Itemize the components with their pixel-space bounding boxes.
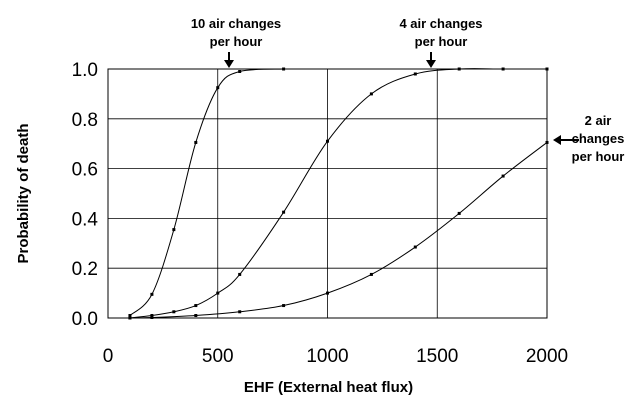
data-point: [128, 314, 132, 318]
plot-area-frame: [107, 68, 548, 319]
x-tick-label: 1000: [306, 346, 348, 367]
data-point: [369, 92, 373, 96]
gridlines: [107, 68, 548, 319]
y-tick-label: 0.2: [72, 259, 98, 280]
data-point: [150, 292, 154, 296]
data-point: [282, 67, 286, 71]
annotation-label: 4 air changes: [399, 16, 482, 31]
data-point: [282, 304, 286, 308]
x-tick-label: 2000: [526, 346, 568, 367]
y-tick-label: 1.0: [72, 60, 98, 81]
data-point: [326, 139, 329, 143]
y-tick-label: 0.0: [72, 309, 98, 330]
data-point: [172, 310, 176, 314]
annotation-arrow-head: [224, 60, 234, 68]
data-point: [369, 272, 373, 276]
y-tick-label: 0.4: [72, 209, 99, 230]
series-layer: [128, 67, 549, 320]
data-point: [282, 210, 286, 214]
data-point: [238, 310, 242, 314]
annotation-label: per hour: [415, 34, 468, 49]
annotation-label: per hour: [572, 149, 625, 164]
data-point: [545, 140, 549, 144]
data-point: [194, 140, 198, 144]
x-tick-label: 0: [103, 346, 114, 367]
data-point: [457, 211, 461, 215]
data-point: [413, 245, 417, 249]
data-point: [326, 291, 329, 295]
data-point: [128, 316, 132, 320]
data-point: [501, 67, 505, 71]
annotation-label: changes: [572, 131, 625, 146]
x-axis-title: EHF (External heat flux): [244, 379, 413, 396]
y-tick-label: 0.8: [72, 110, 98, 131]
data-point: [194, 304, 198, 308]
annotations: 10 air changes per hour 4 air changes per h…: [191, 16, 625, 164]
data-point: [172, 228, 176, 232]
data-point: [216, 86, 220, 90]
data-point: [413, 72, 417, 76]
annotation-label: per hour: [210, 34, 263, 49]
annotation-label: 10 air changes: [191, 16, 281, 31]
annotation-arrow-head: [553, 135, 561, 145]
annotation-label: 2 air: [585, 113, 612, 128]
annotation-arrow-head: [426, 60, 436, 68]
data-point: [501, 174, 505, 178]
data-point: [545, 67, 549, 71]
x-tick-label: 500: [202, 346, 234, 367]
x-tick-label: 1500: [416, 346, 458, 367]
data-point: [150, 316, 154, 320]
data-point: [216, 291, 220, 295]
data-point: [238, 69, 242, 73]
series-line: [129, 68, 547, 319]
series-line: [129, 68, 284, 316]
y-axis-title: Probability of death: [15, 123, 32, 263]
data-point: [238, 272, 242, 276]
tick-labels: 0.0 0.2 0.4 0.6 0.8 1.0 0 500 1000 1500 2000: [72, 60, 569, 367]
y-tick-label: 0.6: [72, 160, 98, 181]
data-point: [457, 67, 461, 71]
data-point: [194, 314, 198, 318]
data-point: [150, 314, 154, 318]
